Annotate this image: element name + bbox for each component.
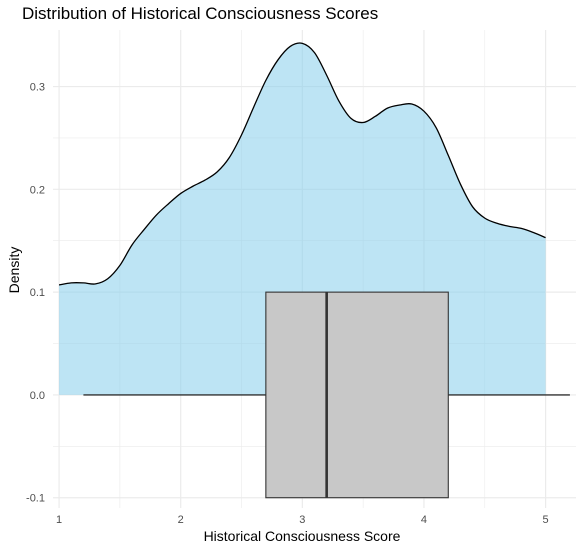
x-tick-label: 3 [299,514,305,526]
y-axis-title: Density [6,247,22,294]
boxplot-layer [83,291,570,499]
x-tick-label: 1 [56,514,62,526]
y-tick-label: 0.2 [30,184,45,196]
box-iqr [265,291,449,499]
y-tick-label: 0.0 [30,390,45,402]
density-line [58,42,546,286]
y-tick-label: 0.1 [30,287,45,299]
x-axis-title: Historical Consciousness Score [204,528,401,544]
chart-title: Distribution of Historical Consciousness… [22,4,379,23]
y-tick-labels: -0.1 0.0 0.1 0.2 0.3 [26,82,45,505]
x-tick-label: 4 [421,514,427,526]
y-tick-label: 0.3 [30,82,45,94]
x-tick-label: 2 [178,514,184,526]
y-tick-label: -0.1 [26,493,45,505]
x-tick-labels: 1 2 3 4 5 [56,514,549,526]
x-tick-label: 5 [543,514,549,526]
